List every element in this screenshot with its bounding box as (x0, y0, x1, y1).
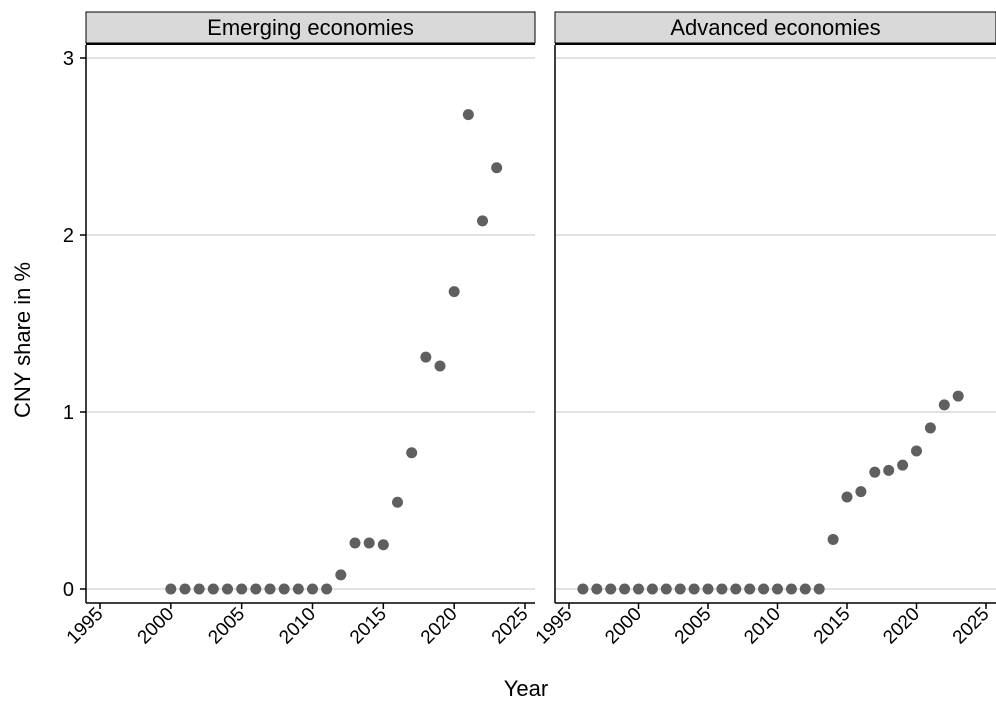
data-point (591, 583, 603, 595)
x-tick-label: 2000 (601, 604, 646, 649)
x-tick-label: 2025 (949, 604, 994, 649)
data-point (924, 422, 936, 434)
data-point (605, 583, 617, 595)
x-tick-label: 2015 (810, 604, 855, 649)
data-point (207, 583, 219, 595)
data-point (758, 583, 770, 595)
y-tick-label: 2 (63, 225, 74, 247)
x-tick-label: 1995 (532, 604, 577, 649)
data-point (688, 583, 700, 595)
data-point (674, 583, 686, 595)
data-point (335, 569, 347, 581)
y-axis-title: CNY share in % (10, 262, 35, 418)
data-point (307, 583, 318, 595)
data-point (813, 583, 825, 595)
data-point (250, 583, 262, 595)
data-point (730, 583, 742, 595)
x-tick-label: 2025 (488, 604, 533, 649)
x-tick-label: 2010 (275, 604, 320, 649)
data-point (491, 162, 503, 174)
data-point (292, 583, 304, 595)
data-point (785, 583, 797, 595)
data-point (660, 583, 672, 595)
x-tick-label: 2010 (740, 604, 785, 649)
data-point (363, 537, 375, 549)
data-point (619, 583, 631, 595)
panel-title-2: Advanced economies (670, 15, 880, 40)
data-point (799, 583, 811, 595)
data-point (702, 583, 714, 595)
x-tick-label: 2015 (346, 604, 391, 649)
x-tick-label: 1995 (63, 604, 108, 649)
y-tick-label: 0 (63, 579, 74, 601)
data-point (193, 583, 205, 595)
data-point (264, 583, 276, 595)
data-point (744, 583, 756, 595)
data-point (179, 583, 191, 595)
data-point (222, 583, 233, 595)
data-point (938, 399, 950, 411)
panel-header-1 (85, 11, 536, 44)
data-point (462, 109, 474, 121)
data-point (646, 583, 658, 595)
data-point (477, 215, 488, 227)
data-point (577, 583, 589, 595)
data-point (392, 496, 403, 508)
data-point (420, 351, 432, 363)
data-point (165, 583, 177, 595)
data-point (278, 583, 290, 595)
data-point (406, 447, 418, 459)
x-tick-label: 2005 (671, 604, 716, 649)
y-tick-label: 1 (63, 402, 74, 424)
data-point (855, 486, 867, 498)
x-tick-label: 2000 (134, 604, 179, 649)
data-point (716, 583, 728, 595)
x-tick-label: 2020 (417, 604, 462, 649)
data-point (633, 583, 644, 595)
data-point (434, 360, 446, 372)
data-point (827, 533, 839, 545)
data-point (349, 537, 361, 549)
x-tick-label: 2020 (879, 604, 924, 649)
data-point (952, 390, 964, 402)
data-point (772, 583, 783, 595)
data-point (841, 491, 853, 503)
data-point (911, 445, 922, 457)
data-point (448, 286, 460, 298)
data-point (377, 539, 389, 551)
x-axis-title: Year (504, 676, 548, 701)
y-tick-label: 3 (63, 48, 74, 70)
data-point (897, 459, 909, 471)
data-point (869, 466, 881, 478)
data-point (883, 464, 895, 476)
x-tick-label: 2005 (204, 604, 249, 649)
panel-title-1: Emerging economies (207, 15, 414, 40)
data-point (321, 583, 333, 595)
data-point (236, 583, 248, 595)
